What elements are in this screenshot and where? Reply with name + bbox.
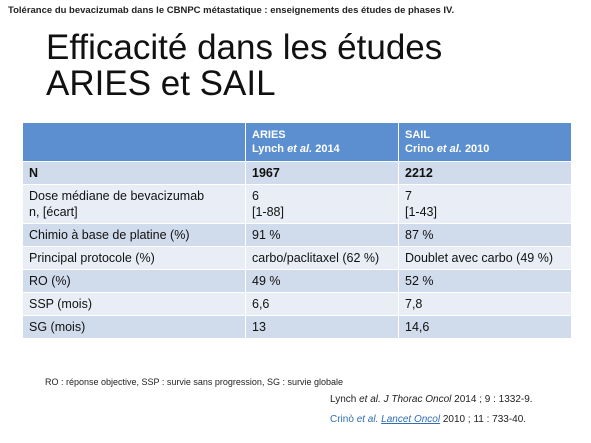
table-cell: Principal protocole (%) — [22, 246, 246, 270]
cell-text: 7 — [405, 189, 412, 203]
cell-text: 2212 — [405, 166, 433, 180]
cell-text: 7,8 — [405, 297, 423, 311]
reference: Lynch et al. J Thorac Oncol 2014 ; 9 : 1… — [330, 394, 533, 405]
cell-text: n, [écart] — [29, 205, 78, 219]
table-cell: 91 % — [245, 223, 399, 247]
ref-author: Lynch — [330, 394, 357, 405]
year: 2010 — [464, 143, 490, 155]
ref-etal: et al. — [359, 394, 381, 405]
table-row: Principal protocole (%) carbo/paclitaxel … — [22, 246, 572, 270]
table-cell: SSP (mois) — [22, 292, 246, 316]
et-al: et al. — [436, 143, 462, 155]
cell-text: Dose médiane de bevacizumab — [29, 189, 205, 203]
table-cell: Doublet avec carbo (49 %) — [398, 246, 572, 270]
cell-text: 14,6 — [405, 320, 430, 334]
footnote: RO : réponse objective, SSP : survie san… — [45, 377, 343, 387]
ref-detail: 2014 ; 9 : 1332-9. — [454, 394, 533, 405]
reference: Crinò et al. Lancet Oncol 2010 ; 11 : 73… — [330, 414, 526, 425]
header-row: ARIES Lynch et al. 2014 SAIL Crino et al… — [22, 122, 572, 162]
cell-text: 6,6 — [252, 297, 270, 311]
ref-etal: et al. — [356, 414, 379, 425]
table-cell: 13 — [245, 315, 399, 339]
ref-author: Crinò — [330, 414, 354, 425]
table-row: SG (mois) 13 14,6 — [22, 315, 572, 339]
title-line: Efficacité dans les études — [46, 28, 443, 67]
study-name: SAIL — [405, 129, 431, 141]
table-row: RO (%) 49 % 52 % — [22, 269, 572, 293]
year: 2014 — [315, 143, 340, 155]
header-cell — [22, 122, 246, 162]
table-cell: 7,8 — [398, 292, 572, 316]
table-cell: 2212 — [398, 161, 572, 185]
slide-title: Efficacité dans les études ARIES et SAIL — [46, 30, 442, 102]
table-cell: 6,6 — [245, 292, 399, 316]
ref-detail: 2010 ; 11 : 733-40. — [442, 414, 527, 425]
table-row: Dose médiane de bevacizumab n, [écart] 6 [1… — [22, 184, 572, 224]
cell-text: carbo/paclitaxel (62 %) — [252, 251, 380, 265]
table-cell: SG (mois) — [22, 315, 246, 339]
table-cell: 52 % — [398, 269, 572, 293]
table-row: N 1967 2212 — [22, 161, 572, 185]
cell-text: Principal protocole (%) — [29, 251, 155, 265]
title-line: ARIES et SAIL — [46, 64, 276, 103]
header-title: Tolérance du bevacizumab dans le CBNPC m… — [8, 5, 455, 16]
table-cell: carbo/paclitaxel (62 %) — [245, 246, 399, 270]
cell-text: 13 — [252, 320, 266, 334]
cell-text: Doublet avec carbo (49 %) — [405, 251, 553, 265]
cell-text: 1967 — [252, 166, 280, 180]
cell-text: 49 % — [252, 274, 281, 288]
table-cell: 6 [1-88] — [245, 184, 399, 224]
author: Crino — [405, 143, 434, 155]
cell-text: 6 — [252, 189, 259, 203]
table-cell: 7 [1-43] — [398, 184, 572, 224]
table-cell: Dose médiane de bevacizumab n, [écart] — [22, 184, 246, 224]
table-cell: N — [22, 161, 246, 185]
header-cell: SAIL Crino et al. 2010 — [398, 122, 572, 162]
table-row: SSP (mois) 6,6 7,8 — [22, 292, 572, 316]
header-cell: ARIES Lynch et al. 2014 — [245, 122, 399, 162]
table-cell: 87 % — [398, 223, 572, 247]
cell-text: SG (mois) — [29, 320, 86, 334]
cell-text: SSP (mois) — [29, 297, 92, 311]
cell-text: Chimio à base de platine (%) — [29, 228, 190, 242]
ref-journal[interactable]: Lancet Oncol — [381, 414, 441, 425]
cell-text: [1-43] — [405, 205, 437, 219]
cell-text: 52 % — [405, 274, 434, 288]
cell-text: 87 % — [405, 228, 434, 242]
table-cell: 1967 — [245, 161, 399, 185]
table: ARIES Lynch et al. 2014 SAIL Crino et al… — [22, 122, 572, 339]
table-cell: Chimio à base de platine (%) — [22, 223, 246, 247]
table-cell: RO (%) — [22, 269, 246, 293]
table-cell: 14,6 — [398, 315, 572, 339]
table-cell: 49 % — [245, 269, 399, 293]
author: Lynch — [252, 143, 284, 155]
cell-text: 91 % — [252, 228, 281, 242]
cell-text: RO (%) — [29, 274, 71, 288]
study-name: ARIES — [252, 129, 286, 141]
cell-text: N — [29, 166, 39, 180]
cell-text: [1-88] — [252, 205, 284, 219]
table-row: Chimio à base de platine (%) 91 % 87 % — [22, 223, 572, 247]
ref-journal: J Thorac Oncol — [383, 394, 452, 405]
et-al: et al. — [287, 143, 313, 155]
